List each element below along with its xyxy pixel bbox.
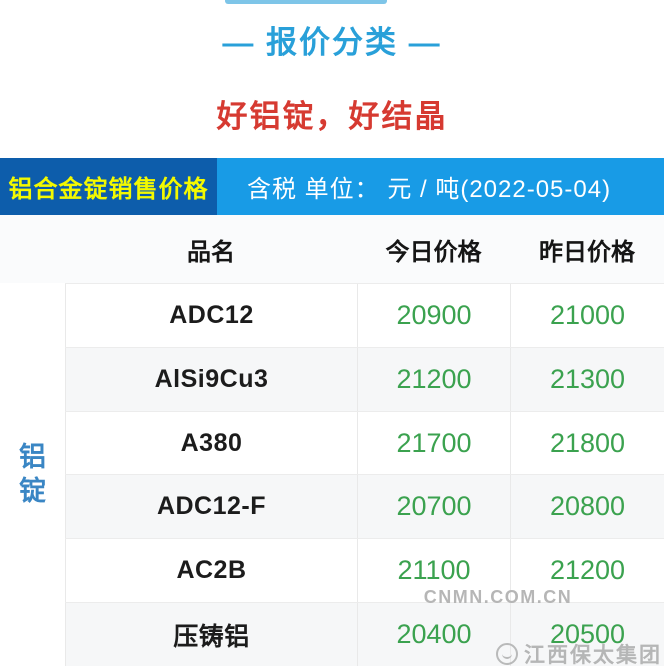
table-row: AlSi9Cu3 21200 21300 xyxy=(65,346,664,411)
product-name: AC2B xyxy=(65,539,357,603)
table-body: 铝锭 ADC12 20900 21000 AlSi9Cu3 21200 2130… xyxy=(0,283,664,666)
yesterday-price: 20500 xyxy=(510,603,664,666)
column-header-product: 品名 xyxy=(187,238,235,266)
table-header-row: 品名 今日价格 昨日价格 xyxy=(0,215,664,283)
page-subtitle: 好铝锭，好结晶 xyxy=(216,99,448,134)
yesterday-price: 21800 xyxy=(510,411,664,475)
page-title: — 报价分类 — xyxy=(222,25,442,60)
table-row: AC2B 21100 21200 xyxy=(65,538,664,603)
price-table-banner: 铝合金锭销售价格 含税 单位： 元 / 吨(2022-05-04) xyxy=(0,158,664,215)
hero-section: — 报价分类 — 好铝锭，好结晶 xyxy=(0,0,664,136)
today-price: 21700 xyxy=(357,411,510,475)
cropped-top-banner-strip xyxy=(225,0,387,4)
table-row: 压铸铝 20400 20500 xyxy=(65,602,664,666)
banner-category-label: 铝合金锭销售价格 xyxy=(0,158,217,215)
group-label-aluminum-ingot: 铝锭 xyxy=(19,441,46,506)
today-price: 20900 xyxy=(357,284,510,347)
product-name: AlSi9Cu3 xyxy=(65,347,357,411)
yesterday-price: 21300 xyxy=(510,347,664,411)
today-price: 21200 xyxy=(357,347,510,411)
column-header-yesterday-price: 昨日价格 xyxy=(539,238,635,266)
table-body-rows: ADC12 20900 21000 AlSi9Cu3 21200 21300 A… xyxy=(65,283,664,666)
column-header-today-price: 今日价格 xyxy=(385,238,482,266)
banner-unit-date-label: 含税 单位： 元 / 吨(2022-05-04) xyxy=(217,158,664,215)
table-row: A380 21700 21800 xyxy=(65,410,664,475)
group-spine: 铝锭 xyxy=(0,283,65,666)
yesterday-price: 20800 xyxy=(510,475,664,539)
product-name: ADC12 xyxy=(65,284,357,347)
yesterday-price: 21000 xyxy=(510,284,664,347)
product-name: A380 xyxy=(65,411,357,475)
today-price: 20400 xyxy=(357,603,510,666)
product-name: 压铸铝 xyxy=(65,603,357,666)
table-row: ADC12 20900 21000 xyxy=(65,283,664,347)
table-row: ADC12-F 20700 20800 xyxy=(65,474,664,539)
product-name: ADC12-F xyxy=(65,475,357,539)
today-price: 20700 xyxy=(357,475,510,539)
today-price: 21100 xyxy=(357,539,510,603)
yesterday-price: 21200 xyxy=(510,539,664,603)
